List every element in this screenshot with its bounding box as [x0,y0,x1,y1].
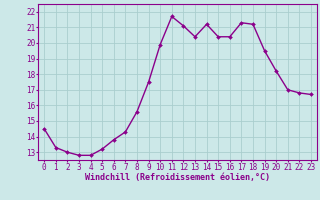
X-axis label: Windchill (Refroidissement éolien,°C): Windchill (Refroidissement éolien,°C) [85,173,270,182]
